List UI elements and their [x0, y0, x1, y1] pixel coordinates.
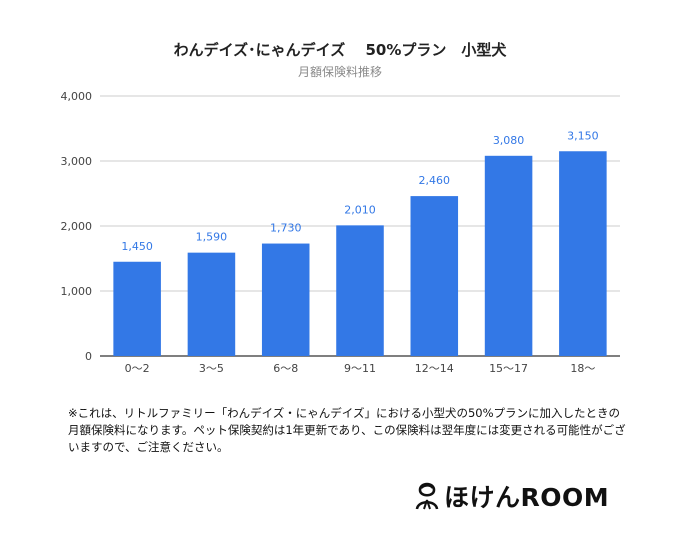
bar	[187, 252, 236, 356]
bar	[559, 151, 607, 356]
x-tick-label: 9〜11	[344, 362, 376, 375]
y-tick-label: 0	[85, 350, 92, 363]
bar	[484, 155, 533, 356]
bar	[261, 243, 310, 356]
data-label: 1,590	[196, 231, 228, 244]
x-tick-label: 12〜14	[415, 362, 454, 375]
bar	[113, 261, 161, 356]
person-icon	[414, 478, 440, 514]
x-tick-label: 18〜	[570, 362, 595, 375]
data-label: 1,730	[270, 222, 302, 235]
bar	[336, 225, 384, 356]
logo-text: ほけんROOM	[444, 483, 610, 512]
y-tick-label: 3,000	[61, 155, 93, 168]
data-label: 2,010	[344, 203, 376, 216]
hokenroom-logo[interactable]: ほけんROOM	[414, 479, 609, 513]
chart-title: わんデイズ･にゃんデイズ 50%プラン 小型犬	[173, 41, 507, 59]
y-tick-label: 1,000	[61, 285, 93, 298]
x-tick-label: 15〜17	[489, 362, 528, 375]
x-tick-label: 6〜8	[273, 362, 298, 375]
x-tick-label: 3〜5	[199, 362, 224, 375]
data-label: 3,150	[567, 129, 599, 142]
y-tick-label: 2,000	[61, 220, 93, 233]
data-label: 2,460	[419, 174, 451, 187]
bar	[410, 196, 459, 356]
data-label: 1,450	[121, 240, 153, 253]
disclaimer-note: ※これは、リトルファミリー「わんデイズ・にゃんデイズ」における小型犬の50%プラ…	[68, 406, 626, 454]
x-tick-label: 0〜2	[125, 362, 150, 375]
chart-subtitle: 月額保険料推移	[297, 65, 382, 79]
y-tick-label: 4,000	[61, 90, 93, 103]
data-label: 3,080	[493, 134, 525, 147]
bar-chart: 0 1,000 2,000 3,000 4,000 1,450 0〜2 1,590 3〜5 1,7…	[61, 90, 620, 375]
